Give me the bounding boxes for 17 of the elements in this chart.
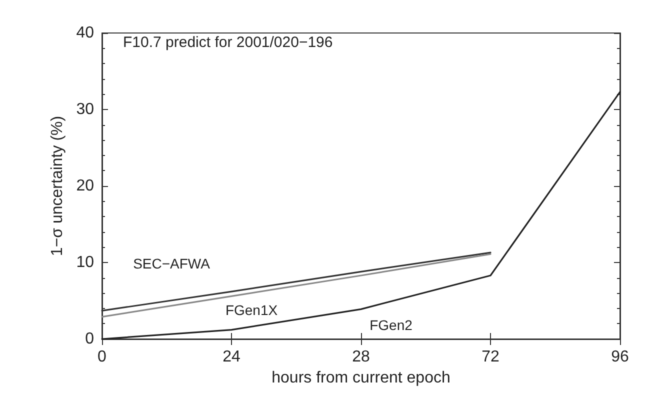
x-tick-label: 72 [482,348,500,366]
x-tick-label: 0 [98,348,107,366]
x-tick-label: 96 [611,348,629,366]
y-tick-label: 20 [76,178,94,194]
x-tick-label: 24 [222,348,240,366]
x-tick-label: 28 [352,348,370,366]
series-label: FGen2 [370,317,413,334]
y-tick-label: 40 [76,24,94,42]
y-tick-label: 10 [76,254,94,271]
series-label: SEC−AFWA [133,256,211,272]
y-axis-title: 1−σ uncertainty (%) [48,116,66,256]
line-series [101,91,621,340]
series-label: FGen1X [225,302,278,318]
y-tick-label: 30 [76,101,94,118]
chart-title: F10.7 predict for 2001/020−196 [123,34,333,51]
x-axis-title: hours from current epoch [272,369,450,386]
y-tick-label: 0 [85,330,94,348]
